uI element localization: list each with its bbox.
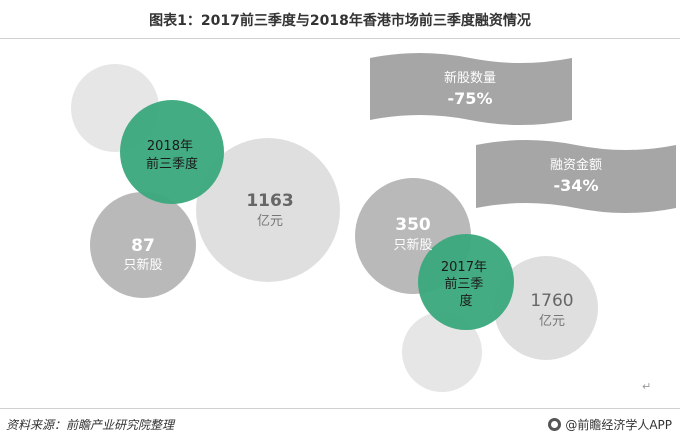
ipo-change-value: -75% <box>448 89 493 108</box>
series-2018-ipo-unit: 只新股 <box>123 257 162 273</box>
series-2017-name-line3: 度 <box>459 293 472 309</box>
footer-divider <box>0 408 680 409</box>
series-2017-financing-value: 1760 <box>530 291 573 311</box>
bubble-2017-financing <box>494 256 598 360</box>
return-mark-icon: ↵ <box>642 380 652 393</box>
series-2018-ipo-value: 87 <box>131 236 155 256</box>
title-divider <box>0 38 680 39</box>
bubble-chart: 新股数量 -75% 融资金额 -34% 2018年 前三季度 1163 亿元 8… <box>71 53 676 392</box>
financing-change-label: 融资金额 <box>550 157 602 173</box>
series-2017-ipo-value: 350 <box>395 215 431 235</box>
page-title: 图表1：2017前三季度与2018年香港市场前三季度融资情况 <box>149 13 531 29</box>
series-2018-name-line1: 2018年 <box>147 139 193 154</box>
brand-text: @前瞻经济学人APP <box>565 418 672 432</box>
series-2017-financing-unit: 亿元 <box>539 314 565 329</box>
brand-credit: @前瞻经济学人APP <box>548 416 672 433</box>
bubble-2018-label <box>120 100 224 204</box>
series-2017-name: 2017年 前三季 度 <box>441 260 491 309</box>
banner-ipo-change <box>370 53 572 125</box>
series-2018-name-line2: 前三季度 <box>146 156 198 172</box>
source-note: 资料来源：前瞻产业研究院整理 <box>6 418 175 432</box>
series-2018-name: 2018年 前三季度 <box>146 139 198 172</box>
series-2017-name-line1: 2017年 <box>441 260 487 275</box>
series-2018-financing-unit: 亿元 <box>257 214 283 229</box>
bubble-2018-financing <box>196 138 340 282</box>
bubble-2018-ipo <box>90 192 196 298</box>
banner-financing-change <box>476 140 676 213</box>
series-2018-financing-value: 1163 <box>246 191 293 211</box>
financing-change-value: -34% <box>554 176 599 195</box>
bubble-2017-label <box>418 234 514 330</box>
series-2017-name-line2: 前三季 <box>444 276 483 292</box>
decor-bubble <box>402 312 482 392</box>
qianzhan-logo-icon <box>548 418 562 431</box>
series-2017-ipo-unit: 只新股 <box>393 237 432 253</box>
ipo-change-label: 新股数量 <box>444 70 496 86</box>
